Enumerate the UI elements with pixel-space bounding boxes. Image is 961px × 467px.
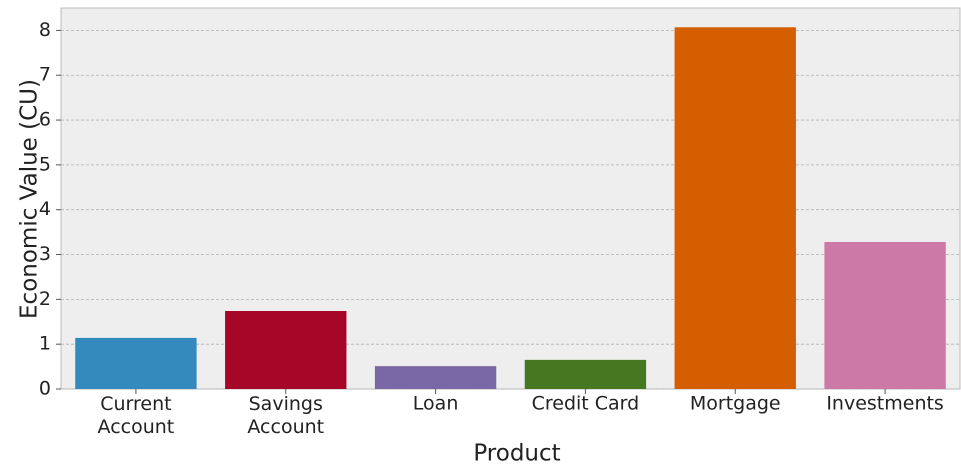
y-tick-label: 2	[39, 288, 51, 310]
bar	[75, 337, 197, 389]
x-tick-label: Savings Account	[247, 393, 324, 438]
y-tick-label: 6	[39, 109, 51, 131]
x-tick-label: Investments	[826, 393, 944, 415]
bar	[674, 27, 796, 390]
y-tick-label: 1	[39, 333, 51, 355]
bar	[225, 311, 347, 389]
y-axis-label: Economic Value (CU)	[17, 79, 43, 319]
bar	[824, 241, 946, 389]
y-tick-label: 0	[39, 378, 51, 400]
x-tick-label: Current Account	[98, 393, 175, 438]
x-tick-label: Mortgage	[690, 393, 781, 415]
x-tick-label: Credit Card	[532, 393, 640, 415]
y-tick-label: 8	[39, 19, 51, 41]
bar	[374, 366, 497, 389]
y-tick-label: 7	[39, 64, 51, 86]
y-tick-label: 3	[39, 243, 51, 265]
x-tick-label: Loan	[413, 393, 459, 415]
bar	[524, 359, 647, 389]
x-axis-label: Product	[473, 441, 560, 467]
y-tick-label: 5	[39, 153, 51, 175]
y-tick-label: 4	[39, 198, 51, 220]
plot-area	[60, 7, 961, 390]
